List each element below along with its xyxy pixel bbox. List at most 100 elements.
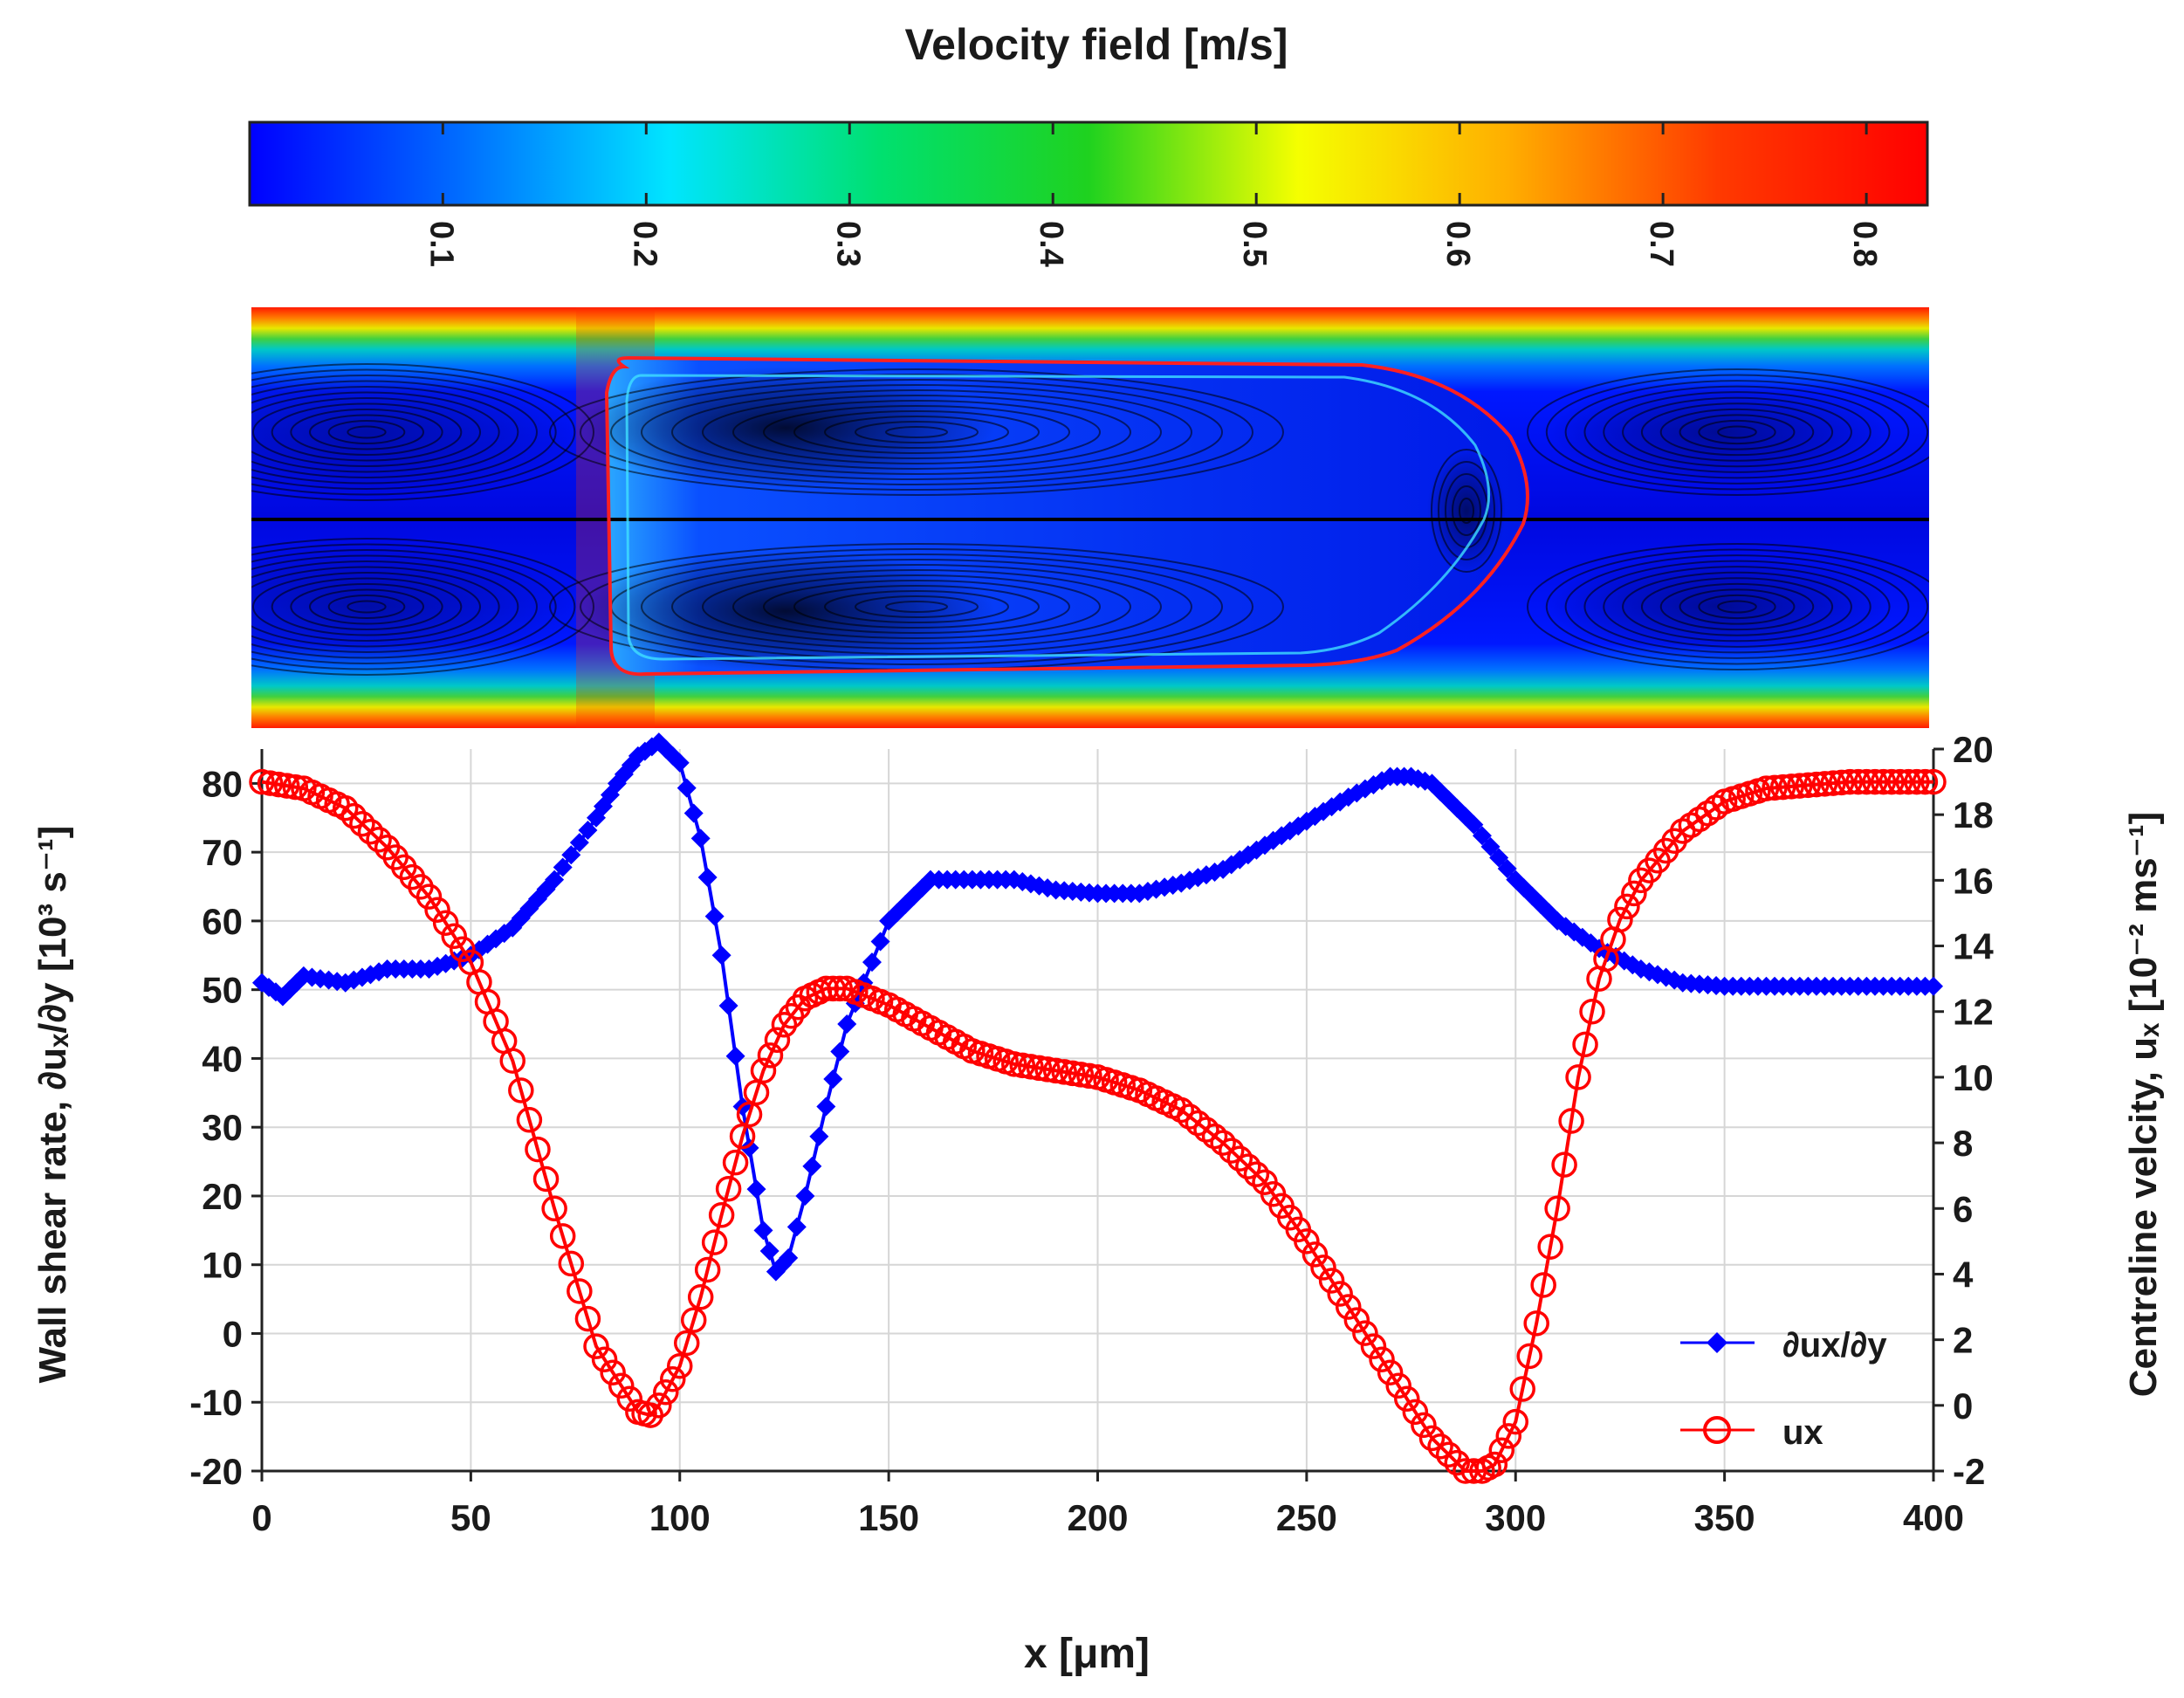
data-point [802, 1156, 822, 1176]
vortex-bubble-tip [1427, 450, 1506, 572]
streamline [1527, 543, 1929, 670]
data-point [1026, 1055, 1053, 1082]
data-point [1509, 1376, 1535, 1402]
streamline [251, 363, 594, 501]
data-point [1210, 1130, 1236, 1156]
data-point [349, 810, 375, 837]
data-point [1301, 1241, 1329, 1268]
data-point [1369, 1346, 1395, 1372]
data-point [694, 1256, 721, 1283]
data-point [1377, 1359, 1404, 1385]
data-point [549, 1223, 576, 1249]
data-point [1444, 1449, 1470, 1476]
x-tick-label: 200 [1067, 1497, 1128, 1538]
streamline [251, 543, 576, 670]
data-point [1572, 1031, 1598, 1058]
data-point [257, 770, 284, 796]
left-tick-label: 20 [202, 1176, 243, 1217]
data-point [436, 953, 456, 973]
data-point [750, 1057, 777, 1084]
streamline [251, 538, 594, 676]
x-tick-label: 300 [1485, 1497, 1546, 1538]
data-point [1895, 768, 1922, 795]
streamline [347, 425, 387, 439]
data-point [1614, 893, 1640, 920]
data-point [1435, 1441, 1462, 1468]
data-point [680, 1307, 707, 1333]
data-point [583, 1333, 609, 1359]
data-point [450, 936, 476, 963]
data-point [722, 1149, 749, 1176]
vortex-downstream-bottom [1545, 554, 1894, 659]
data-point [1218, 1138, 1245, 1164]
streamline [252, 572, 481, 642]
data-point [1502, 1408, 1528, 1435]
data-point [1523, 1310, 1549, 1337]
right-tick-label: 12 [1953, 992, 1994, 1033]
data-point [591, 1346, 618, 1372]
data-point [545, 870, 565, 890]
data-point [1193, 1117, 1219, 1143]
streamline [1659, 408, 1815, 457]
streamline [251, 368, 576, 496]
series-centreline-velocity [249, 768, 1947, 1484]
data-point [1226, 1145, 1253, 1172]
data-point [1811, 771, 1838, 797]
data-point [1488, 1437, 1515, 1463]
data-point [1579, 998, 1605, 1025]
data-point [1845, 768, 1872, 795]
data-point [1769, 773, 1796, 801]
data-point [516, 1107, 543, 1133]
streamline [1622, 396, 1852, 468]
colorbar-tick-label: 0.6 [1439, 221, 1476, 267]
streamline [1438, 461, 1495, 560]
left-tick-label: 80 [202, 763, 243, 804]
data-point [697, 868, 718, 888]
colorbar-ticks: 0.1 0.2 0.3 0.4 0.5 0.6 0.7 0.8 [422, 122, 1883, 267]
data-point [1402, 1399, 1429, 1426]
data-point [1778, 773, 1804, 800]
data-point [764, 1027, 791, 1054]
data-point [1530, 1272, 1556, 1298]
data-point [1310, 1255, 1336, 1281]
data-point [701, 1229, 728, 1255]
data-point [1544, 1195, 1570, 1222]
colorbar-tick-label: 0.3 [829, 221, 866, 267]
data-point [816, 1096, 836, 1117]
streamline [252, 397, 481, 467]
data-point [870, 931, 890, 952]
data-point [1185, 1110, 1212, 1137]
legend-shear-label: ∂ux/∂y [1782, 1326, 1887, 1365]
data-point [1820, 770, 1846, 796]
data-point [432, 910, 459, 936]
data-point [340, 802, 367, 829]
data-point [786, 1217, 807, 1237]
data-point [1076, 1062, 1102, 1090]
legend: ∂ux/∂y ux [1680, 1326, 1887, 1452]
data-point [574, 1305, 601, 1332]
streamline [702, 569, 1131, 644]
data-point [725, 1046, 745, 1066]
data-point [1862, 768, 1888, 795]
left-tick-label: 50 [202, 970, 243, 1011]
streamline [1527, 368, 1929, 496]
streamline [251, 375, 557, 490]
data-point [1360, 1333, 1387, 1359]
streamline [1564, 380, 1910, 485]
streamline [271, 402, 463, 462]
streamline [1583, 385, 1891, 479]
data-point [1464, 815, 1484, 835]
data-point [837, 1014, 857, 1035]
data-point [1878, 768, 1905, 795]
data-point [660, 1365, 686, 1392]
data-point [569, 833, 589, 853]
data-point [690, 828, 711, 849]
data-point [823, 1069, 843, 1090]
streamline [732, 400, 1101, 464]
colorbar: Velocity field [m/s] 0.1 0.2 0.3 0.4 0.5 0.6 0… [248, 20, 1929, 267]
streamline [309, 414, 424, 450]
data-point [441, 923, 467, 950]
right-tick-label: -2 [1953, 1451, 1985, 1492]
data-point [711, 945, 731, 966]
data-point [1607, 906, 1633, 933]
